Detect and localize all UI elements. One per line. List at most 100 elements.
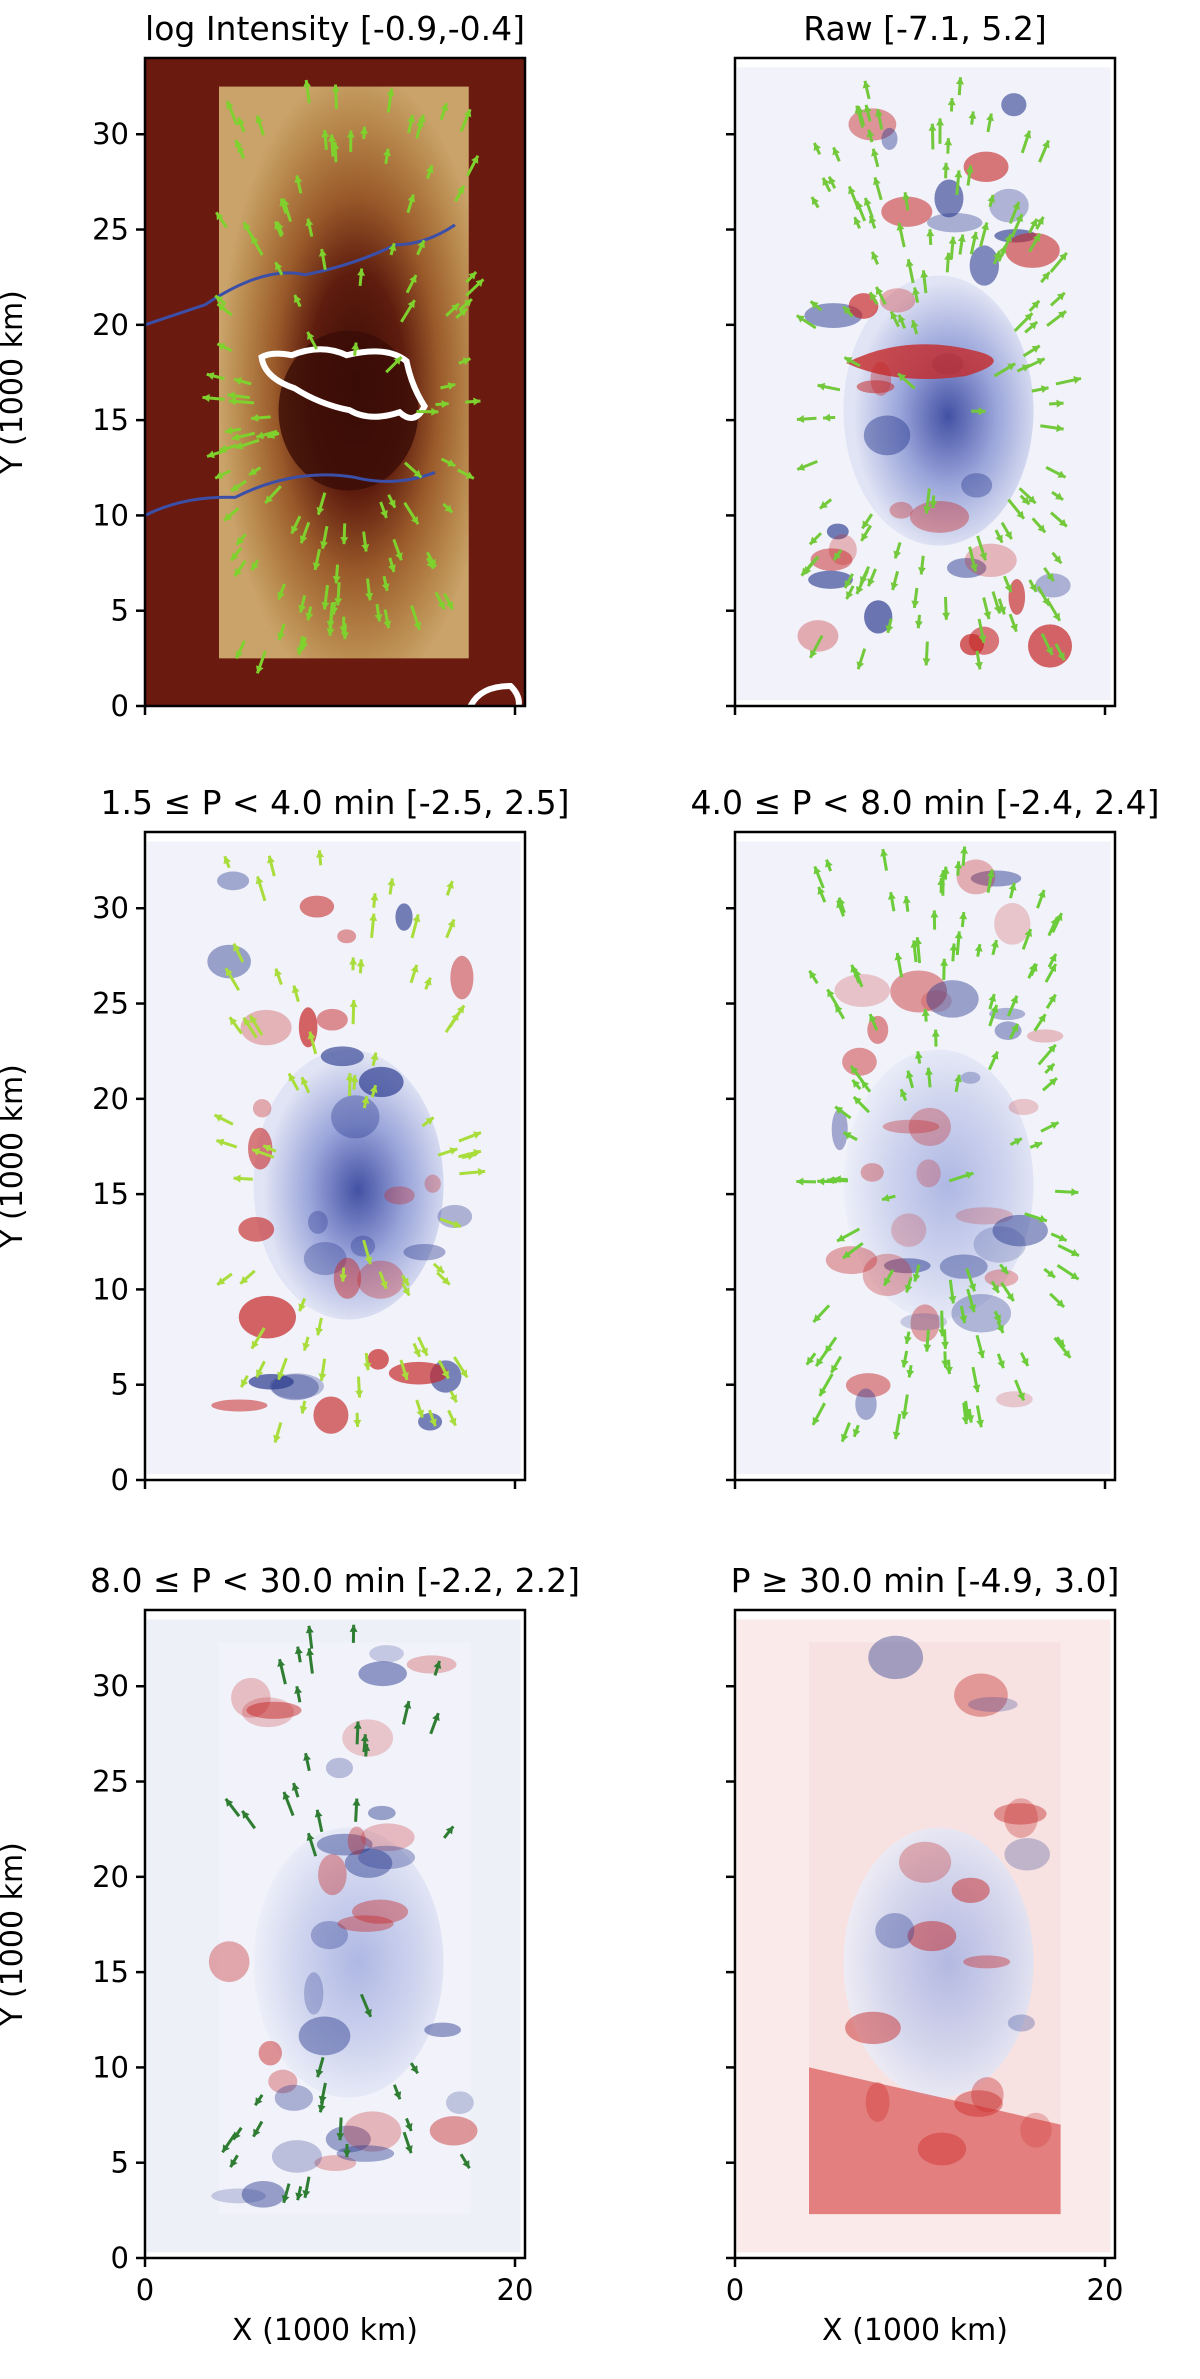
arrow-head [1013,1138,1022,1146]
arrow-head [463,109,472,118]
blue-patch [989,188,1029,223]
arrow-head [1038,1014,1046,1023]
red-patch [429,2116,478,2146]
arrow-head [291,525,299,534]
arrow-head [1057,652,1065,661]
arrow-head [850,964,859,973]
panel-frame [143,56,527,708]
arrow-head [966,1415,975,1423]
blue-patch [864,600,893,634]
blue-patch [863,415,911,456]
arrow-head [863,104,872,113]
red-patch [845,2011,901,2045]
red-patch [1026,1029,1064,1043]
panel-3: 1.5 ≤ P < 4.0 min [-2.5, 2.5] 0 5 10 15 20 25 3… [0,783,569,1497]
blue-patch [316,1833,373,1856]
arrow-head [215,471,224,479]
arrow-head [471,155,479,164]
arrow-head [306,1833,315,1842]
red-patch [828,534,857,566]
arrow-head [356,959,365,967]
arrow-head [923,1344,932,1352]
blue-patch [969,245,999,286]
arrow-head [1045,646,1053,656]
arrow-head [355,1390,364,1398]
arrow-head [844,579,852,589]
red-patch [907,1920,957,1952]
blue-patch [271,1374,319,1401]
arrow-head [996,1324,1004,1333]
panel-1: log Intensity [-0.9,-0.4] 0 5 10 15 20 25 30 Y (… [0,9,527,723]
arrow-head [856,106,865,114]
red-patch [879,288,916,313]
arrow-head [828,176,836,185]
red-patch [316,1008,348,1031]
arrow-head [1056,292,1065,301]
arrow-head [936,118,945,126]
arrow-head [299,1405,308,1414]
arrow-head [1006,1293,1014,1302]
arrow-head [913,937,922,945]
arrow-head [407,114,416,123]
arrow-head [1008,882,1017,891]
arrow-head [991,1051,999,1060]
arrow-head [216,1138,225,1147]
arrow-head [417,240,425,249]
arrow-head [941,162,950,170]
blue-patch [331,1095,380,1139]
arrow-head [848,186,856,195]
arrow-head [894,952,903,961]
blue-patch [418,1413,443,1431]
arrow-head [811,197,819,206]
arrow-head [1030,218,1038,228]
arrow-head [318,2095,327,2104]
y-tick-label: 5 [111,1368,129,1402]
arrow-head [410,2065,418,2074]
arrow-head [1010,995,1018,1004]
arrow-head [956,77,965,85]
red-patch [1027,624,1073,668]
y-tick-label: 15 [92,1955,129,1989]
arrow-head [214,1114,223,1122]
arrow-head [986,113,995,122]
arrow-head [852,1428,861,1437]
red-patch [910,1304,940,1342]
arrow-head [810,649,818,658]
red-patch [450,955,474,1000]
arrow-head [898,373,906,382]
arrow-head [351,342,360,350]
arrow-head [1024,313,1033,321]
blue-patch [304,1972,324,2015]
umbra-signal [843,275,1034,546]
arrow-head [303,79,312,88]
arrow-head [428,558,436,567]
arrow-head [1041,272,1050,281]
arrow-head [965,1171,974,1180]
red-patch [388,1361,449,1385]
red-patch [964,543,1017,577]
arrow-head [321,601,330,610]
arrow-head [380,1280,388,1289]
arrow-head [900,1089,908,1098]
arrow-head [831,1364,839,1373]
red-patch [810,548,853,571]
panel-4: 4.0 ≤ P < 8.0 min [-2.4, 2.4] [691,783,1159,1489]
arrow-head [912,1273,921,1282]
arrow-head [413,469,422,478]
arrow-head [255,115,264,124]
arrow-head [1029,321,1038,330]
arrow-head [903,1336,912,1344]
blue-patch [446,2091,474,2115]
arrow-head [863,197,872,206]
arrow-head [1056,399,1064,408]
red-patch [954,1673,1008,1717]
arrow-head [995,534,1003,543]
arrow-head [294,1686,303,1694]
arrow-head [349,1624,358,1632]
arrow-head [282,1791,291,1800]
arrow-head [241,1379,249,1388]
x-tick-label: 20 [1087,2273,1124,2307]
red-patch [1004,1798,1038,1838]
arrow-head [465,471,474,479]
arrow-head [277,1371,285,1380]
